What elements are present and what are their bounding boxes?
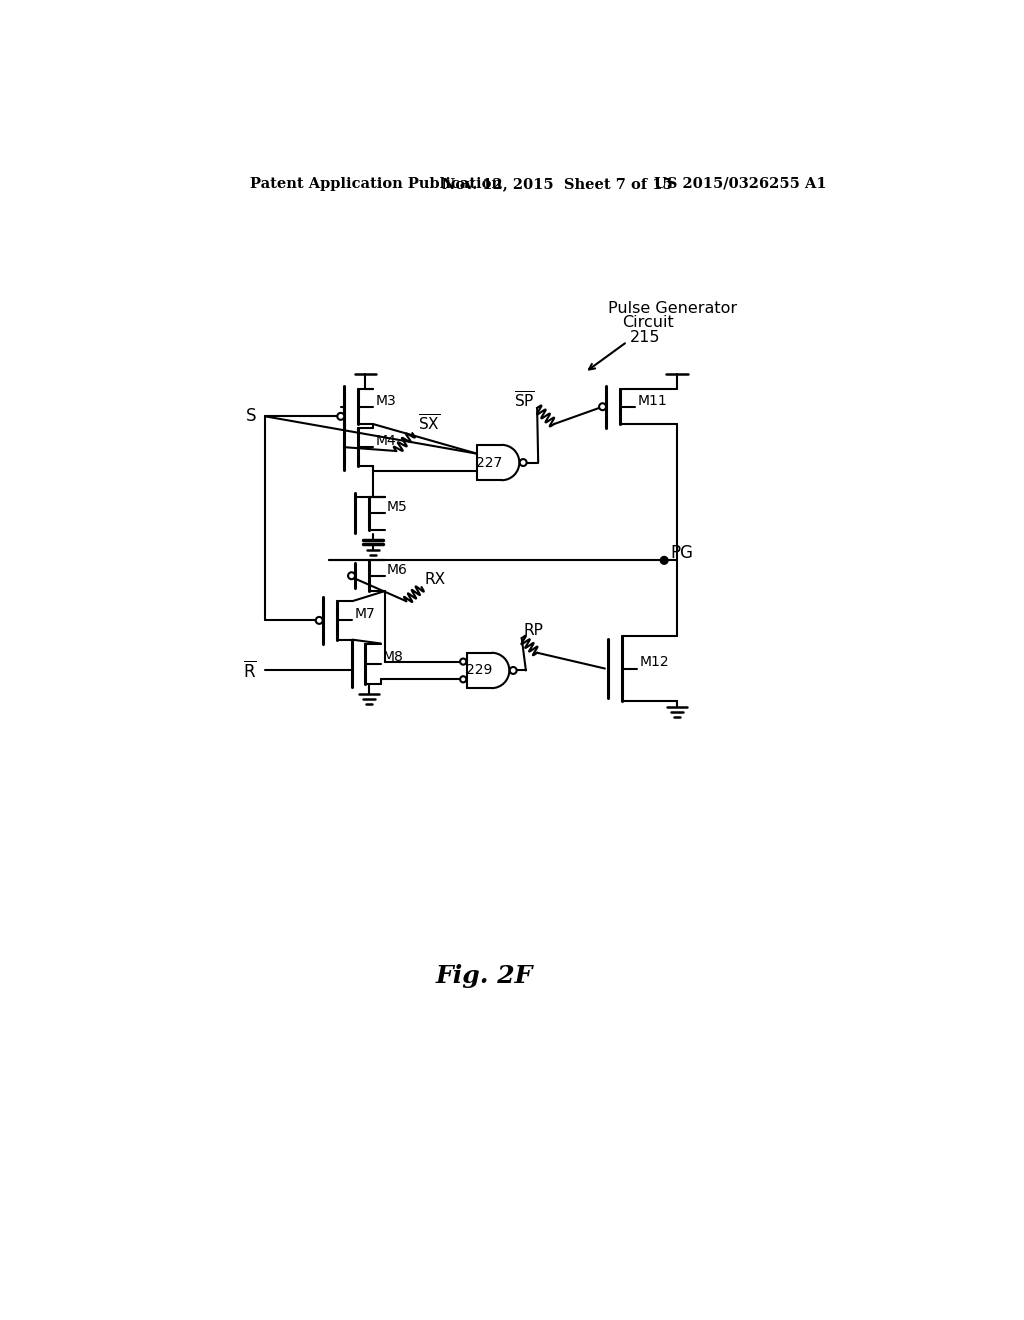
Circle shape bbox=[315, 616, 323, 624]
Text: 227: 227 bbox=[476, 455, 503, 470]
Text: M6: M6 bbox=[387, 562, 408, 577]
Text: Fig. 2F: Fig. 2F bbox=[436, 964, 534, 989]
Text: US 2015/0326255 A1: US 2015/0326255 A1 bbox=[654, 177, 826, 191]
Text: $\overline{\rm SX}$: $\overline{\rm SX}$ bbox=[418, 414, 440, 434]
Text: M3: M3 bbox=[376, 393, 396, 408]
Text: Nov. 12, 2015  Sheet 7 of 15: Nov. 12, 2015 Sheet 7 of 15 bbox=[442, 177, 673, 191]
Circle shape bbox=[460, 659, 466, 665]
Text: RP: RP bbox=[523, 623, 543, 638]
Text: M7: M7 bbox=[354, 607, 376, 622]
Text: 229: 229 bbox=[466, 664, 493, 677]
Circle shape bbox=[510, 667, 517, 675]
Circle shape bbox=[337, 413, 344, 420]
Text: 215: 215 bbox=[630, 330, 660, 345]
Text: S: S bbox=[246, 408, 256, 425]
Text: Circuit: Circuit bbox=[622, 315, 674, 330]
Text: $\overline{\rm SP}$: $\overline{\rm SP}$ bbox=[514, 391, 535, 411]
Text: M8: M8 bbox=[383, 651, 404, 664]
Text: PG: PG bbox=[671, 544, 693, 561]
Text: Patent Application Publication: Patent Application Publication bbox=[250, 177, 502, 191]
Text: M5: M5 bbox=[387, 500, 408, 515]
Text: M11: M11 bbox=[637, 393, 667, 408]
Text: RX: RX bbox=[425, 572, 445, 587]
Text: $\overline{\rm R}$: $\overline{\rm R}$ bbox=[243, 660, 256, 681]
Circle shape bbox=[599, 404, 606, 411]
Circle shape bbox=[660, 557, 668, 564]
Circle shape bbox=[348, 573, 355, 579]
Circle shape bbox=[460, 676, 466, 682]
Text: M4: M4 bbox=[376, 434, 396, 447]
Circle shape bbox=[520, 459, 526, 466]
Text: Pulse Generator: Pulse Generator bbox=[608, 301, 737, 315]
Text: M12: M12 bbox=[640, 655, 669, 669]
